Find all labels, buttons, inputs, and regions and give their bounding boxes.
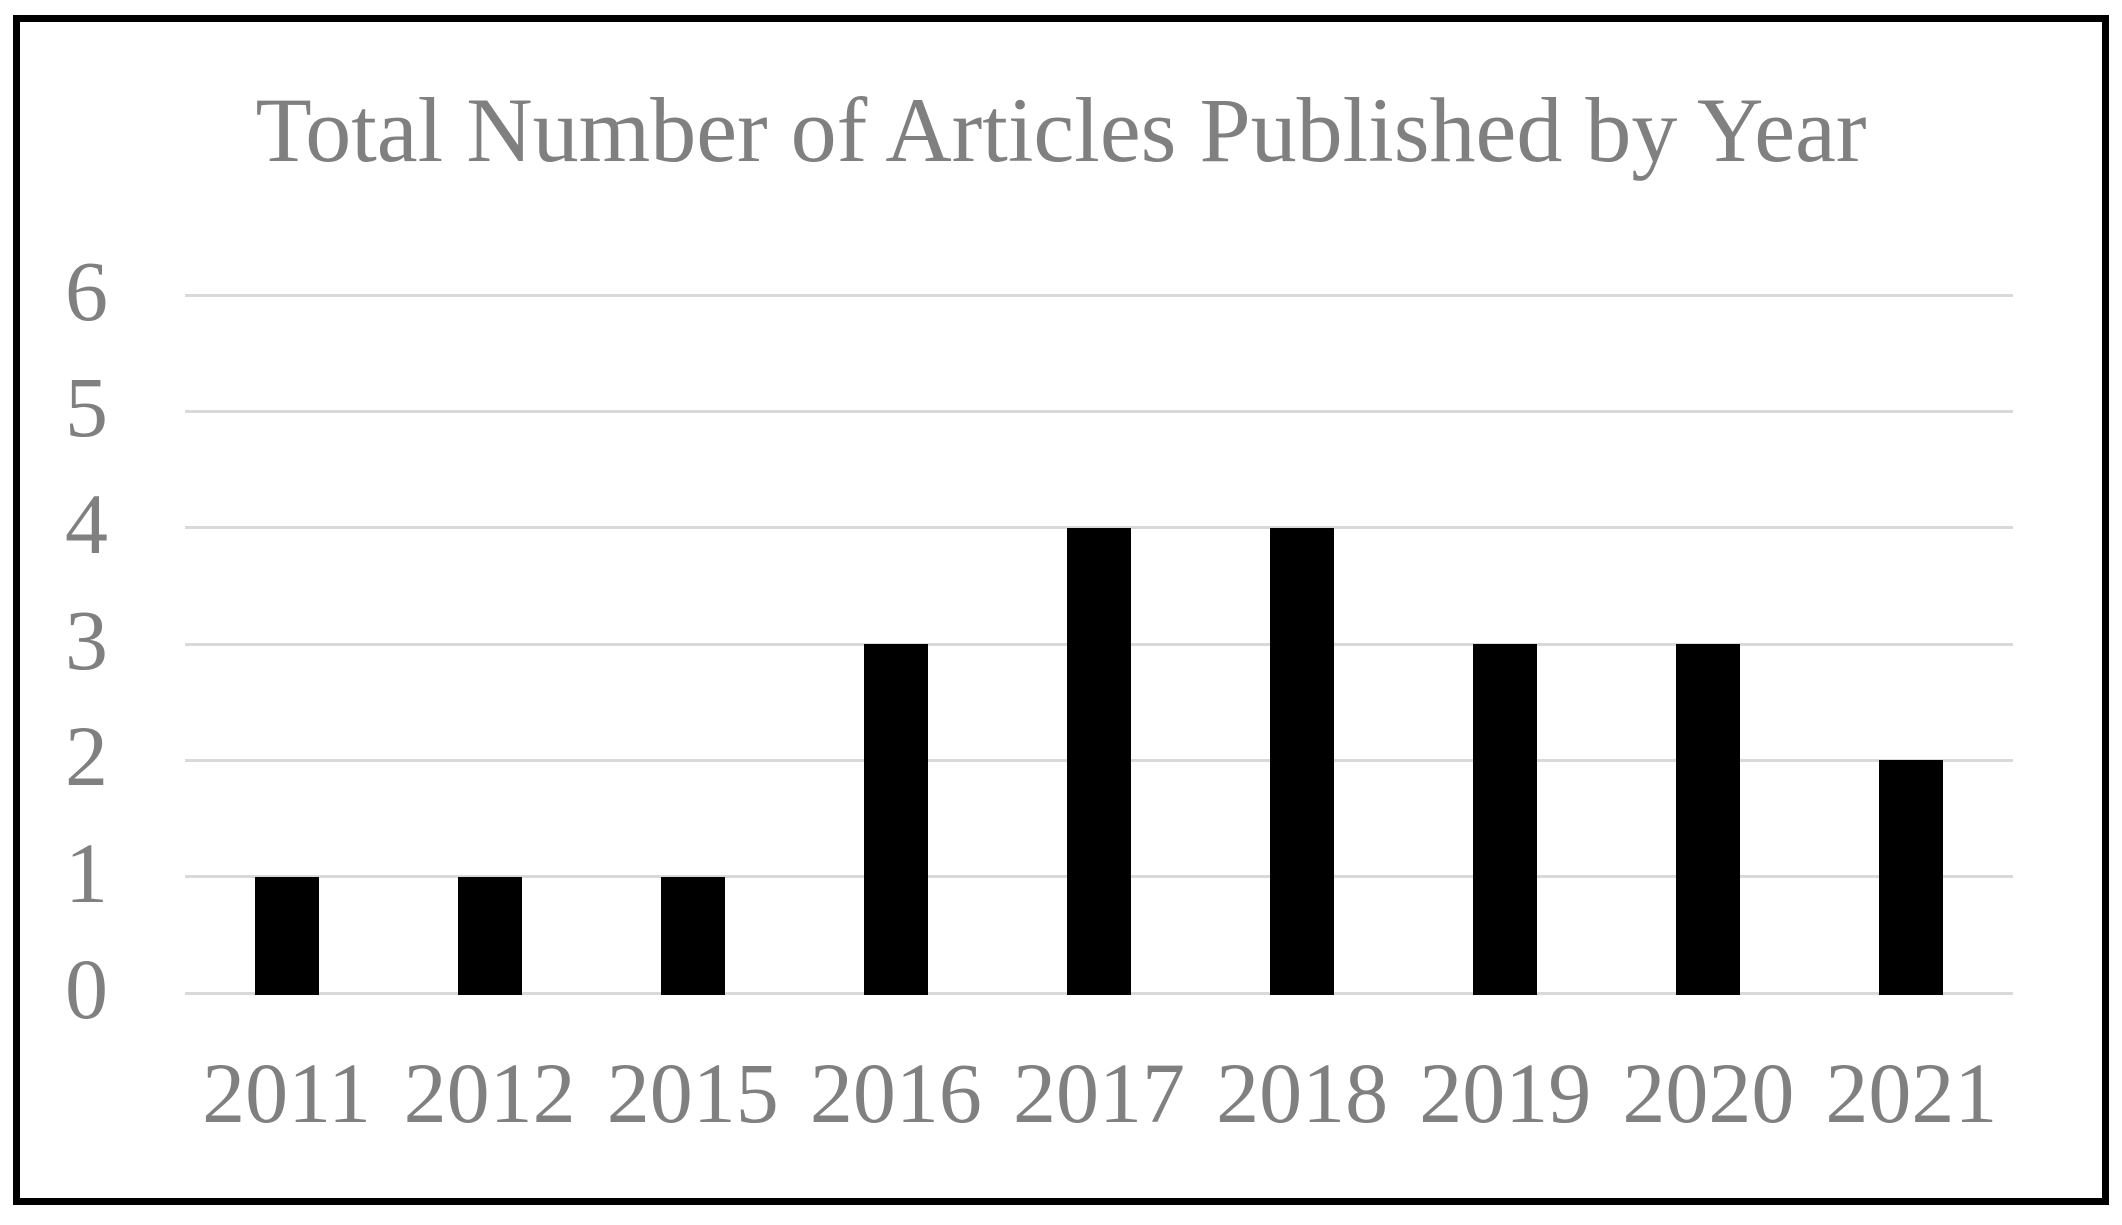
x-tick-label: 2017 [1012, 1045, 1185, 1141]
x-tick-label: 2019 [1419, 1045, 1592, 1141]
x-tick-label: 2016 [809, 1045, 982, 1141]
x-tick-label: 2011 [202, 1045, 371, 1141]
bar [660, 876, 725, 995]
y-tick-label: 4 [65, 475, 108, 572]
y-tick-label: 0 [65, 941, 108, 1037]
x-tick-label: 2018 [1216, 1045, 1389, 1141]
y-tick-label: 6 [65, 243, 108, 339]
y-tick-label: 2 [65, 708, 108, 805]
gridline [185, 293, 2013, 297]
x-tick-label: 2020 [1622, 1045, 1795, 1141]
chart-title: Total Number of Articles Published by Ye… [255, 79, 1867, 181]
bar [1270, 527, 1335, 995]
bar [254, 876, 319, 995]
y-tick-label: 5 [65, 359, 108, 456]
bar [1879, 760, 1944, 995]
x-tick-label: 2021 [1825, 1045, 1998, 1141]
bar [457, 876, 522, 995]
bar [1676, 644, 1741, 995]
x-tick-label: 2015 [606, 1045, 779, 1141]
bar [1473, 644, 1538, 995]
gridline [185, 409, 2013, 413]
bar [1067, 527, 1131, 995]
y-tick-label: 3 [65, 592, 108, 688]
bar [863, 644, 928, 995]
chart-frame [13, 15, 2109, 1205]
x-tick-label: 2012 [403, 1045, 576, 1141]
y-tick-label: 1 [65, 824, 108, 921]
